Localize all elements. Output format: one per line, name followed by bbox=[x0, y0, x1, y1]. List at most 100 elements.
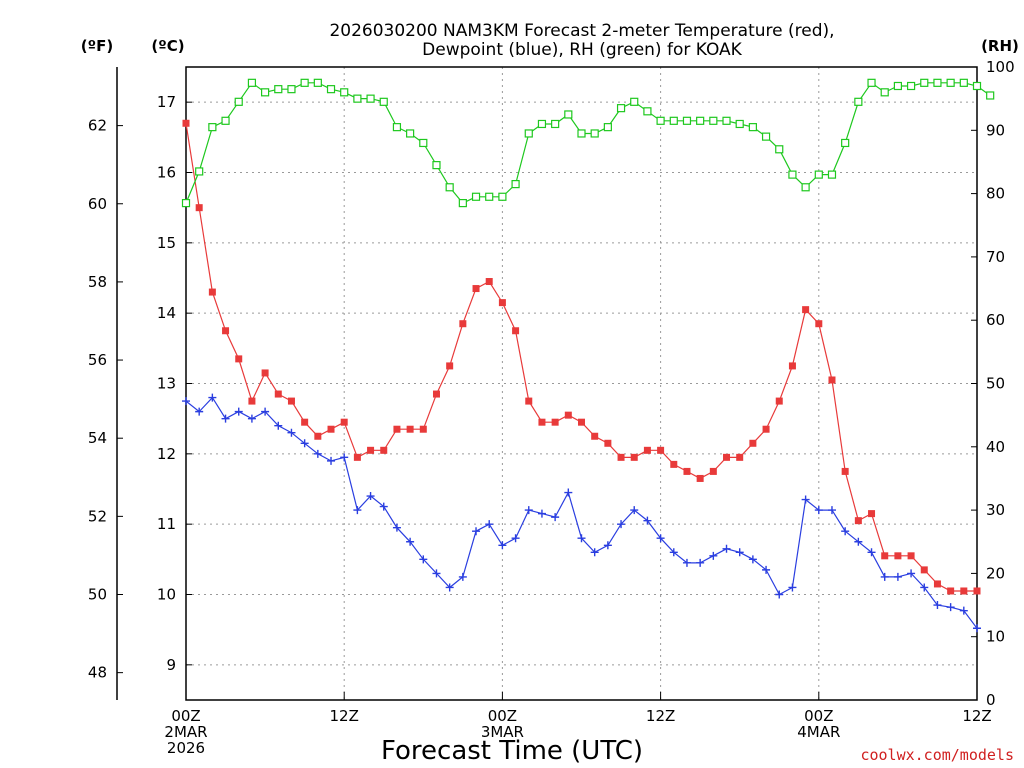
temperature-point bbox=[683, 467, 691, 475]
dewpoint-point bbox=[511, 534, 520, 543]
dewpoint-point bbox=[907, 569, 916, 578]
dewpoint-point bbox=[392, 523, 401, 532]
relative-humidity-point bbox=[471, 192, 481, 201]
relative-humidity-point bbox=[524, 129, 533, 138]
rh-tick-label: 40 bbox=[986, 438, 1005, 456]
dewpoint-point bbox=[867, 548, 876, 557]
temperature-point bbox=[736, 453, 744, 461]
dewpoint-point bbox=[261, 407, 270, 416]
dewpoint-point bbox=[537, 509, 546, 518]
temperature-point bbox=[380, 446, 388, 454]
dewpoint-point bbox=[893, 572, 902, 581]
dewpoint-point bbox=[366, 492, 375, 501]
dewpoint-point bbox=[524, 506, 533, 515]
temperature-point bbox=[933, 580, 941, 588]
relative-humidity-point bbox=[287, 85, 296, 94]
dewpoint-point bbox=[656, 534, 665, 543]
rh-tick-label: 80 bbox=[986, 185, 1005, 203]
temperature-point bbox=[314, 432, 322, 440]
dewpoint-point bbox=[696, 558, 705, 567]
fahrenheit-tick-label: 52 bbox=[88, 507, 107, 525]
relative-humidity-point bbox=[656, 116, 665, 125]
dewpoint-point bbox=[406, 537, 415, 546]
x-axis-title: Forecast Time (UTC) bbox=[381, 736, 643, 766]
dewpoint-point bbox=[722, 544, 731, 553]
temperature-point bbox=[841, 467, 849, 475]
dewpoint-point bbox=[775, 590, 784, 599]
relative-humidity-point bbox=[366, 94, 375, 103]
dewpoint-point bbox=[814, 506, 823, 515]
temperature-point bbox=[947, 587, 955, 595]
temperature-point bbox=[367, 446, 375, 454]
dewpoint-point bbox=[669, 548, 678, 557]
dewpoint-point bbox=[551, 513, 560, 522]
temperature-point bbox=[353, 453, 361, 461]
relative-humidity-point bbox=[972, 81, 982, 91]
relative-humidity-point bbox=[788, 170, 797, 179]
fahrenheit-tick-label: 50 bbox=[88, 586, 107, 604]
dewpoint-point bbox=[445, 583, 454, 592]
relative-humidity-point bbox=[445, 183, 454, 192]
dewpoint-point bbox=[841, 527, 850, 536]
dewpoint-point bbox=[682, 558, 691, 567]
relative-humidity-point bbox=[247, 78, 257, 87]
dewpoint-point bbox=[472, 527, 481, 536]
fahrenheit-tick-label: 54 bbox=[88, 429, 107, 447]
relative-humidity-point bbox=[669, 116, 678, 125]
relative-humidity-point bbox=[379, 97, 388, 106]
relative-humidity-point bbox=[696, 116, 705, 125]
fahrenheit-tick-label: 62 bbox=[88, 117, 107, 135]
x-tick-label: 00Z bbox=[804, 707, 833, 725]
dewpoint-point bbox=[643, 516, 652, 525]
temperature-point bbox=[894, 552, 902, 560]
temperature-point bbox=[815, 320, 823, 328]
temperature-point bbox=[432, 390, 440, 398]
rh-tick-label: 30 bbox=[986, 501, 1005, 519]
temperature-series bbox=[182, 119, 981, 595]
dewpoint-point bbox=[419, 555, 428, 564]
celsius-tick-label: 10 bbox=[157, 586, 176, 604]
relative-humidity-point bbox=[181, 198, 191, 208]
x-tick-label: 12Z bbox=[646, 707, 675, 725]
relative-humidity-point bbox=[300, 78, 309, 87]
dewpoint-point bbox=[485, 520, 494, 529]
temperature-point bbox=[498, 299, 506, 307]
relative-humidity-point bbox=[775, 145, 784, 154]
rh-tick-label: 60 bbox=[986, 311, 1005, 329]
dewpoint-point bbox=[274, 421, 283, 430]
relative-humidity-point bbox=[208, 123, 217, 132]
relative-humidity-point bbox=[841, 138, 850, 148]
temperature-point bbox=[696, 474, 704, 482]
relative-humidity-point bbox=[274, 85, 283, 94]
temperature-point bbox=[828, 376, 836, 384]
temperature-point bbox=[920, 566, 928, 574]
data-series bbox=[181, 78, 995, 633]
temperature-point bbox=[802, 306, 810, 314]
dewpoint-point bbox=[379, 502, 388, 511]
dewpoint-point bbox=[247, 414, 256, 423]
relative-humidity-point bbox=[946, 78, 955, 87]
chart-title-line-1: 2026030200 NAM3KM Forecast 2-meter Tempe… bbox=[329, 21, 834, 41]
temperature-point bbox=[208, 288, 216, 296]
relative-humidity-point bbox=[735, 119, 744, 129]
dewpoint-point bbox=[208, 393, 217, 402]
dewpoint-series bbox=[182, 393, 981, 633]
temperature-point bbox=[854, 517, 862, 525]
temperature-point bbox=[274, 390, 282, 398]
relative-humidity-point bbox=[986, 91, 995, 100]
relative-humidity-point bbox=[313, 78, 322, 87]
dewpoint-point bbox=[590, 548, 599, 557]
source-credit: coolwx.com/models bbox=[860, 746, 1014, 764]
temperature-point bbox=[195, 204, 203, 212]
dewpoint-point bbox=[287, 428, 296, 437]
relative-humidity-point bbox=[221, 116, 230, 125]
relative-humidity-point bbox=[722, 116, 731, 125]
relative-humidity-point bbox=[498, 192, 507, 201]
rh-tick-label: 10 bbox=[986, 628, 1005, 646]
relative-humidity-point bbox=[854, 97, 863, 106]
dewpoint-point bbox=[458, 572, 467, 581]
temperature-point bbox=[868, 510, 876, 518]
celsius-tick-label: 16 bbox=[157, 164, 176, 182]
celsius-tick-label: 9 bbox=[166, 656, 176, 674]
relative-humidity-point bbox=[682, 116, 692, 125]
